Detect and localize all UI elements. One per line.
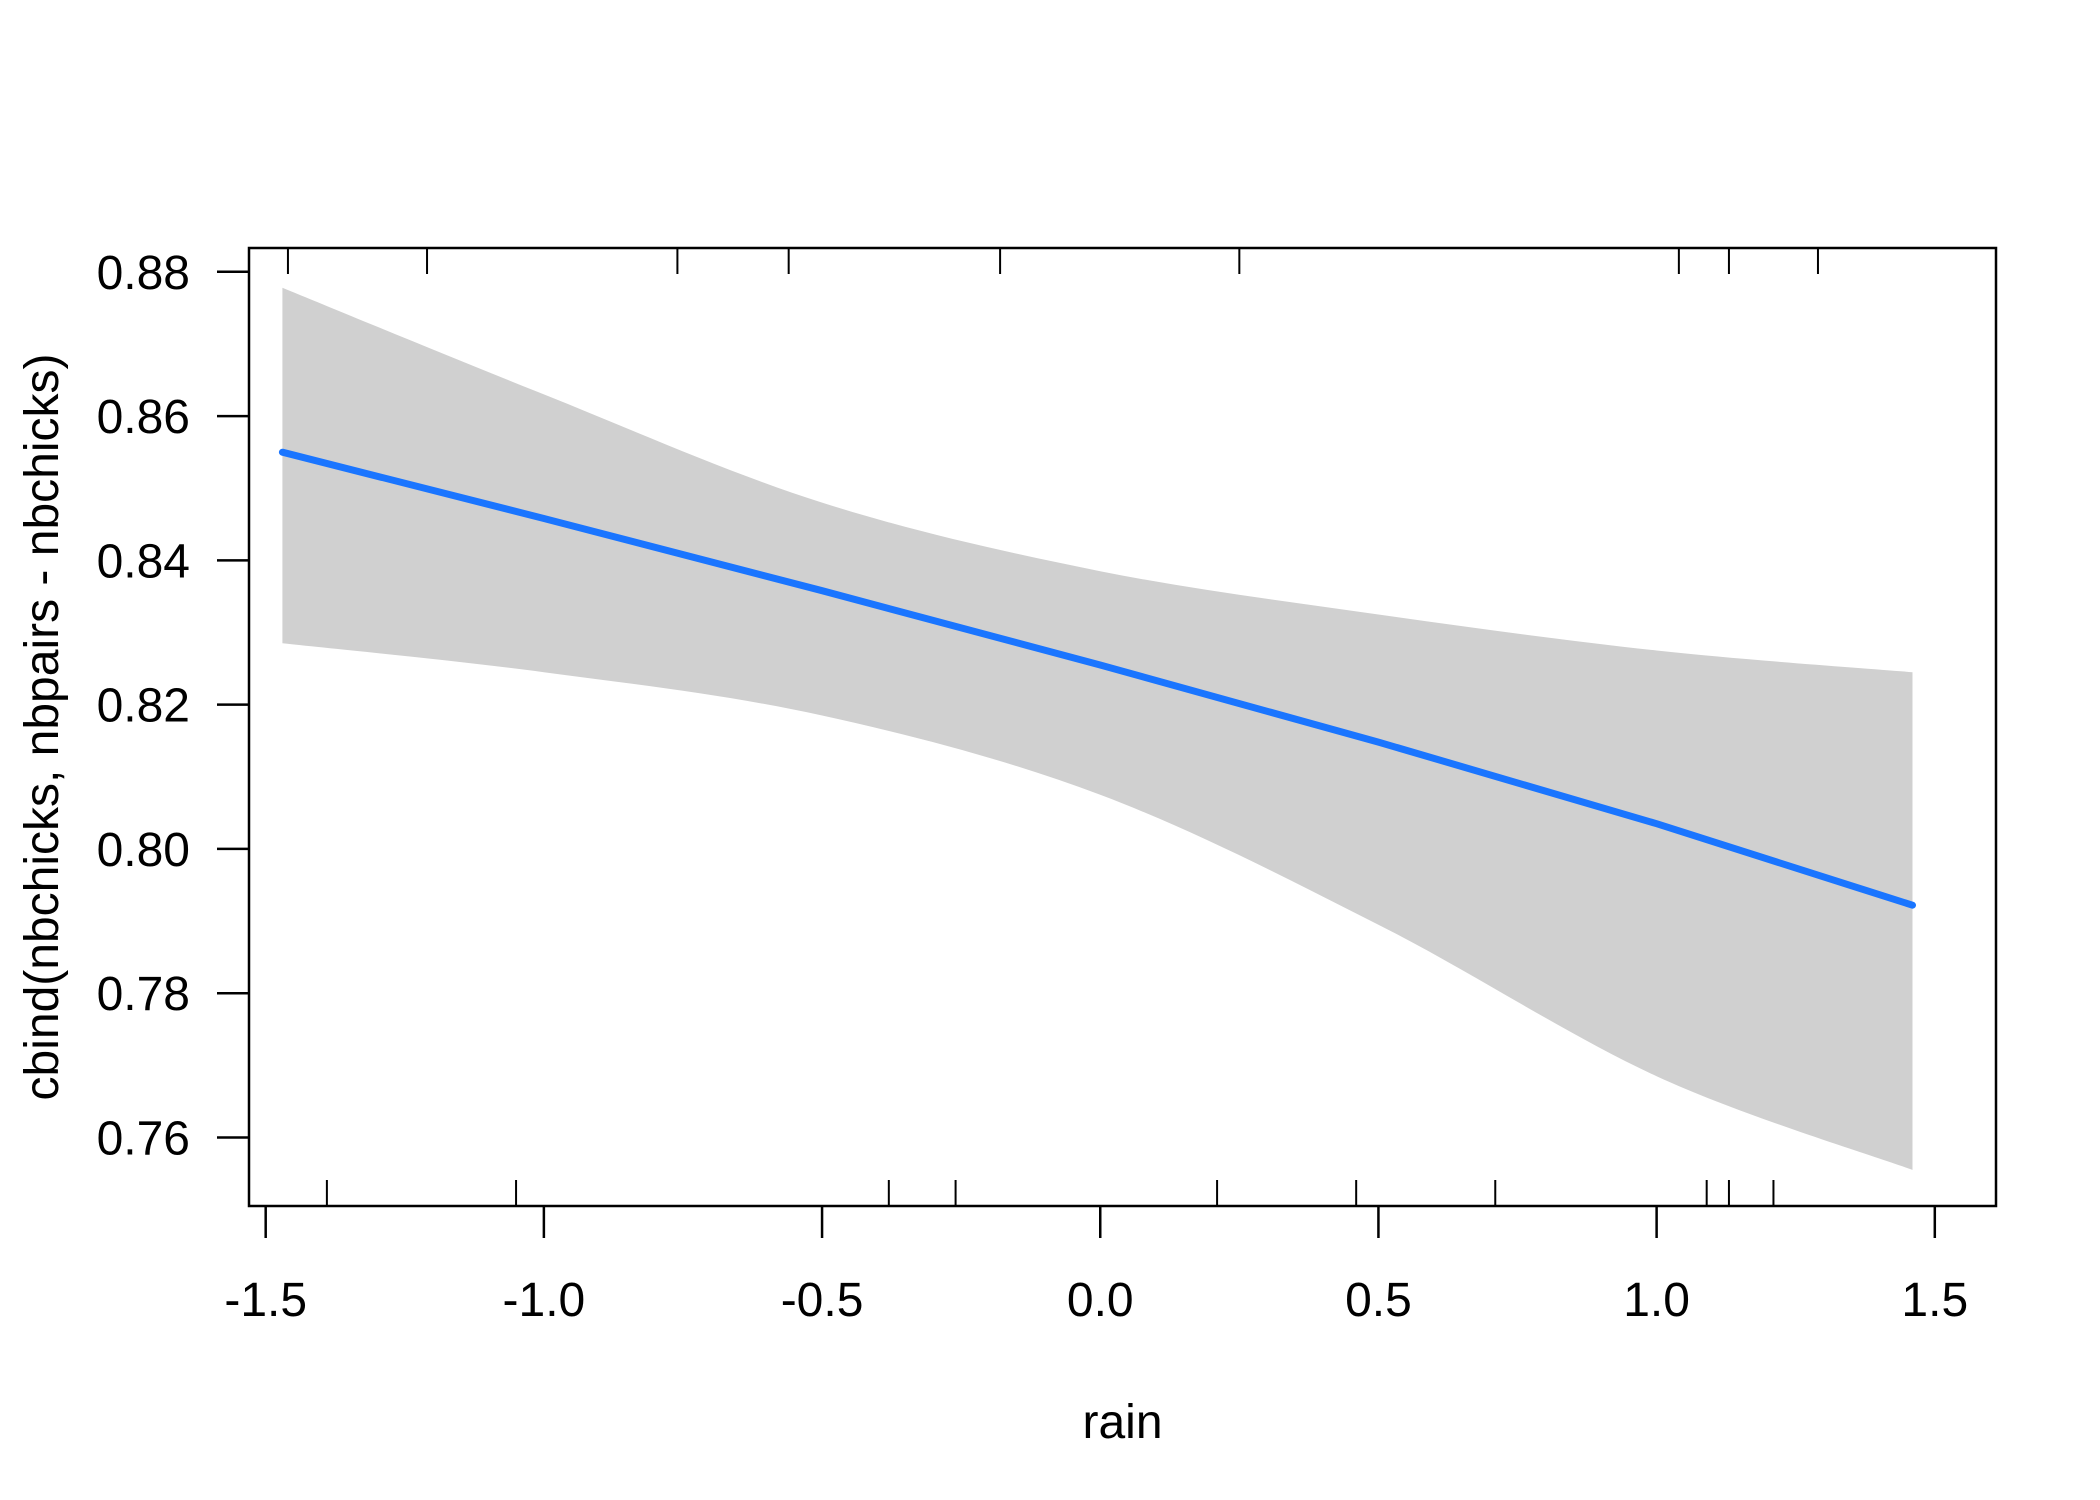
x-tick-label: -0.5 [781,1274,864,1327]
rug-layer [286,248,1819,1206]
x-tick-label: 1.0 [1623,1274,1690,1327]
plot-frame-layer [247,246,1998,1208]
y-tick-label: 0.82 [97,680,190,733]
y-axis-label: cbind(nbchicks, nbpairs - nbchicks) [16,354,69,1101]
fit-line-layer [278,448,1916,909]
y-tick-label: 0.86 [97,391,190,444]
plot-frame [247,246,1998,1208]
x-tick-label: 1.5 [1901,1274,1968,1327]
confidence-band-layer [282,287,1913,1170]
y-tick-label: 0.80 [97,824,190,877]
confidence-band [282,287,1913,1170]
x-tick-label: 0.5 [1345,1274,1412,1327]
x-tick-label: -1.0 [503,1274,586,1327]
axes-layer: -1.5 -1.0 -0.5 0.0 0.5 1.0 1.5 0.76 0.78 0.80 0.82… [97,247,1969,1327]
x-tick-label: 0.0 [1067,1274,1134,1327]
y-tick-label: 0.78 [97,968,190,1021]
fit-line [278,448,1916,909]
y-tick-label: 0.76 [97,1112,190,1165]
x-axis-label: rain [1082,1396,1162,1449]
y-tick-label: 0.88 [97,247,190,300]
x-tick-label: -1.5 [224,1274,307,1327]
y-tick-label: 0.84 [97,535,190,588]
